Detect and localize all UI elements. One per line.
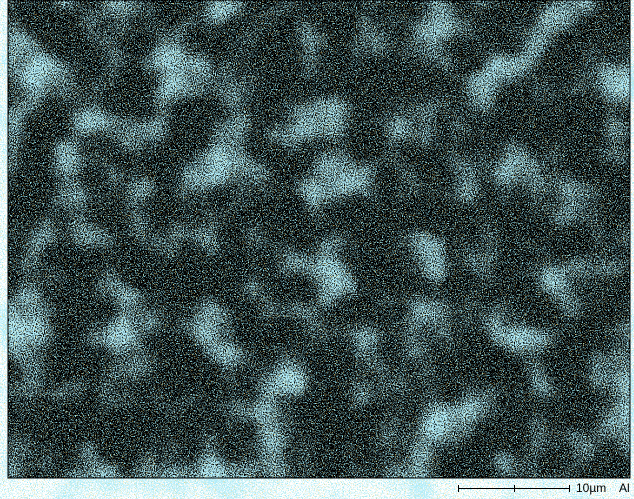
scale-label: 10µm — [576, 481, 606, 495]
element-map — [8, 0, 630, 478]
element-label: Al — [619, 481, 630, 495]
secondary-speckle — [8, 0, 630, 478]
eds-map-view: 10µm Al — [0, 0, 634, 499]
page: 10µm Al (() => { const data = JSON.parse… — [0, 0, 634, 499]
